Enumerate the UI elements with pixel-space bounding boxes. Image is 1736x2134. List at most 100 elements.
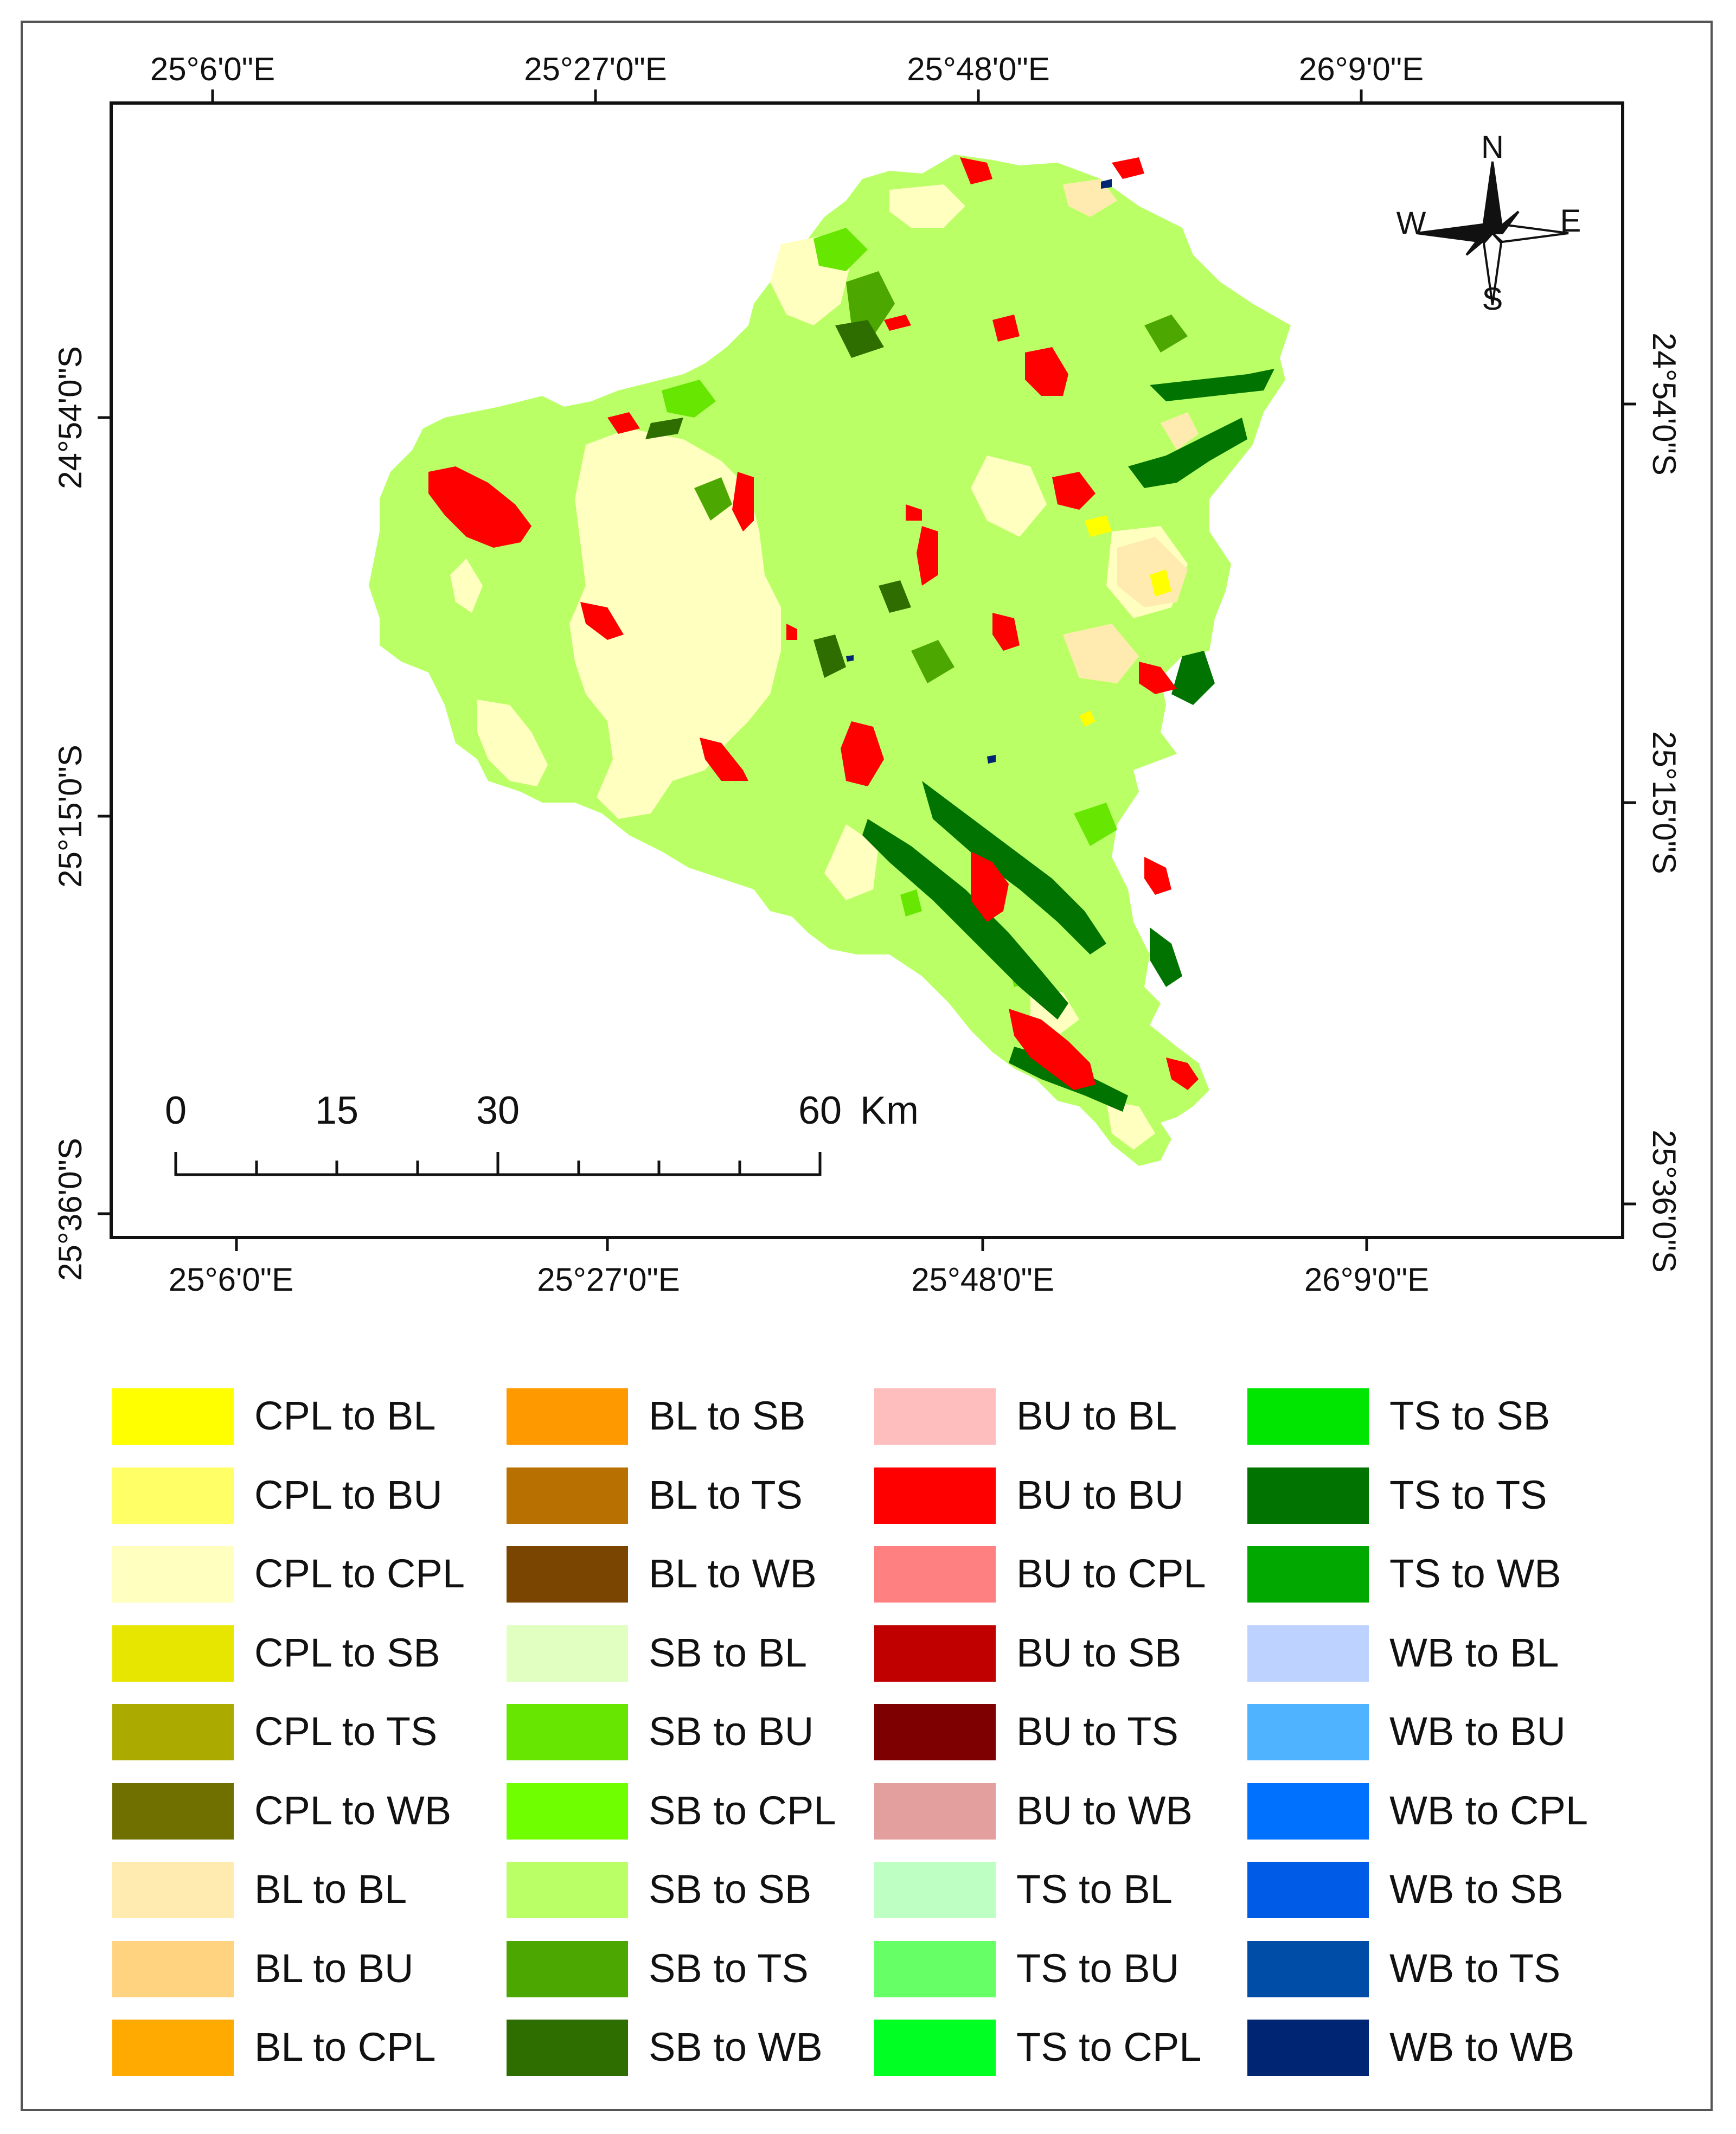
- legend-swatch: [1247, 1388, 1369, 1445]
- scale-unit: Km: [860, 1089, 919, 1132]
- bu-to-bu-patches: [428, 157, 1199, 1090]
- legend-swatch: [1247, 2020, 1369, 2076]
- ts-to-ts-bands: [862, 369, 1274, 1112]
- legend-label: TS to TS: [1389, 1472, 1547, 1517]
- legend-label: WB to TS: [1389, 1946, 1561, 1991]
- scale-label-15: 15: [315, 1089, 359, 1132]
- lat-tick-left-1: 24°54'0"S: [52, 346, 88, 489]
- legend-label: BU to SB: [1016, 1630, 1182, 1675]
- legend-swatch: [874, 1862, 996, 1918]
- lat-tick-right-1: 24°54'0"S: [1646, 332, 1682, 476]
- legend-label: CPL to BU: [254, 1472, 443, 1517]
- lat-tick-right-3: 25°36'0"S: [1646, 1130, 1682, 1273]
- sb-to-ts-patches: [694, 271, 1188, 683]
- legend-label: SB to BU: [649, 1709, 814, 1754]
- lon-tick-top-3: 25°48'0"E: [907, 51, 1050, 87]
- legend-swatch: [112, 1862, 234, 1918]
- legend-swatch: [1247, 1546, 1369, 1603]
- legend-label: BU to TS: [1016, 1709, 1178, 1754]
- legend-swatch: [1247, 1704, 1369, 1760]
- legend-swatch: [112, 2020, 234, 2076]
- legend-swatch: [1247, 1467, 1369, 1524]
- legend-label: BU to BU: [1016, 1472, 1184, 1517]
- legend-label: TS to BU: [1016, 1946, 1180, 1991]
- legend-label: CPL to BL: [254, 1393, 436, 1438]
- wb-to-wb-patches: [846, 179, 1112, 764]
- lat-tick-right-2: 25°15'0"S: [1646, 731, 1682, 874]
- lon-tick-bottom-2: 25°27'0"E: [537, 1261, 680, 1298]
- legend-label: WB to CPL: [1389, 1788, 1588, 1833]
- legend-swatch: [507, 1704, 628, 1760]
- legend-label: CPL to CPL: [254, 1551, 465, 1596]
- sb-to-wb-streaks: [645, 320, 911, 678]
- legend-swatch: [507, 1941, 628, 1997]
- lat-tick-left-3: 25°36'0"S: [52, 1138, 88, 1281]
- sb-to-bu-patches: [662, 228, 1117, 987]
- legend-swatch: [1247, 1862, 1369, 1918]
- legend-swatch: [112, 1783, 234, 1840]
- legend-label: CPL to WB: [254, 1788, 452, 1833]
- legend-swatch: [874, 1783, 996, 1840]
- legend-swatch: [1247, 1625, 1369, 1682]
- legend-swatch: [507, 1625, 628, 1682]
- figure-border: [21, 21, 1713, 2111]
- legend-label: TS to BL: [1016, 1867, 1173, 1912]
- lon-tick-bottom-4: 26°9'0"E: [1304, 1261, 1430, 1298]
- legend-label: SB to WB: [649, 2024, 823, 2069]
- legend-swatch: [507, 1783, 628, 1840]
- cpl-to-bl-patches: [1079, 515, 1171, 727]
- legend-label: BL to BU: [254, 1946, 414, 1991]
- legend-label: BU to BL: [1016, 1393, 1177, 1438]
- scale-label-60: 60: [798, 1089, 842, 1132]
- legend-label: TS to WB: [1389, 1551, 1561, 1596]
- legend-label: CPL to SB: [254, 1630, 440, 1675]
- legend-swatch: [112, 1546, 234, 1603]
- legend-swatch: [874, 1941, 996, 1997]
- legend-label: BU to CPL: [1016, 1551, 1206, 1596]
- legend-label: BU to WB: [1016, 1788, 1193, 1833]
- legend-label: BL to WB: [649, 1551, 817, 1596]
- legend-swatch: [112, 1388, 234, 1445]
- legend-swatch: [874, 2020, 996, 2076]
- legend-swatch: [507, 1388, 628, 1445]
- legend-label: BL to TS: [649, 1472, 803, 1517]
- legend-swatch: [874, 1625, 996, 1682]
- north-arrow-icon: [1416, 161, 1569, 305]
- lon-tick-top-2: 25°27'0"E: [524, 51, 667, 87]
- frame-ticks: [98, 89, 1636, 1251]
- lat-tick-left-2: 25°15'0"S: [52, 745, 88, 888]
- legend-swatch: [507, 2020, 628, 2076]
- legend-swatch: [1247, 1783, 1369, 1840]
- scale-bar: [174, 1152, 822, 1176]
- legend-label: WB to BU: [1389, 1709, 1566, 1754]
- legend-swatch: [507, 1546, 628, 1603]
- legend-label: TS to CPL: [1016, 2024, 1202, 2069]
- legend-label: SB to BL: [649, 1630, 808, 1675]
- lon-tick-bottom-3: 25°48'0"E: [911, 1261, 1054, 1298]
- compass-e: E: [1560, 203, 1581, 239]
- legend-label: BL to SB: [649, 1393, 806, 1438]
- legend-label: SB to TS: [649, 1946, 809, 1991]
- scale-label-0: 0: [164, 1089, 187, 1132]
- scale-label-30: 30: [476, 1089, 520, 1132]
- compass-n: N: [1481, 130, 1504, 165]
- legend-swatch: [507, 1862, 628, 1918]
- legend-swatch: [112, 1625, 234, 1682]
- legend-label: SB to CPL: [649, 1788, 836, 1833]
- legend-swatch: [112, 1467, 234, 1524]
- legend-swatch: [112, 1941, 234, 1997]
- legend-label: TS to SB: [1389, 1393, 1551, 1438]
- legend-swatch: [507, 1467, 628, 1524]
- legend-label: BL to CPL: [254, 2024, 436, 2069]
- land-change-map: [98, 89, 1636, 1251]
- legend-swatch: [874, 1467, 996, 1524]
- legend-swatch: [874, 1704, 996, 1760]
- legend-label: WB to BL: [1389, 1630, 1559, 1675]
- legend-label: WB to WB: [1389, 2024, 1575, 2069]
- compass-s: S: [1482, 281, 1503, 317]
- legend-swatch: [874, 1546, 996, 1603]
- legend-swatch: [1247, 1941, 1369, 1997]
- lon-tick-top-1: 25°6'0"E: [150, 51, 276, 87]
- lon-tick-top-4: 26°9'0"E: [1298, 51, 1424, 87]
- legend-label: BL to BL: [254, 1867, 407, 1912]
